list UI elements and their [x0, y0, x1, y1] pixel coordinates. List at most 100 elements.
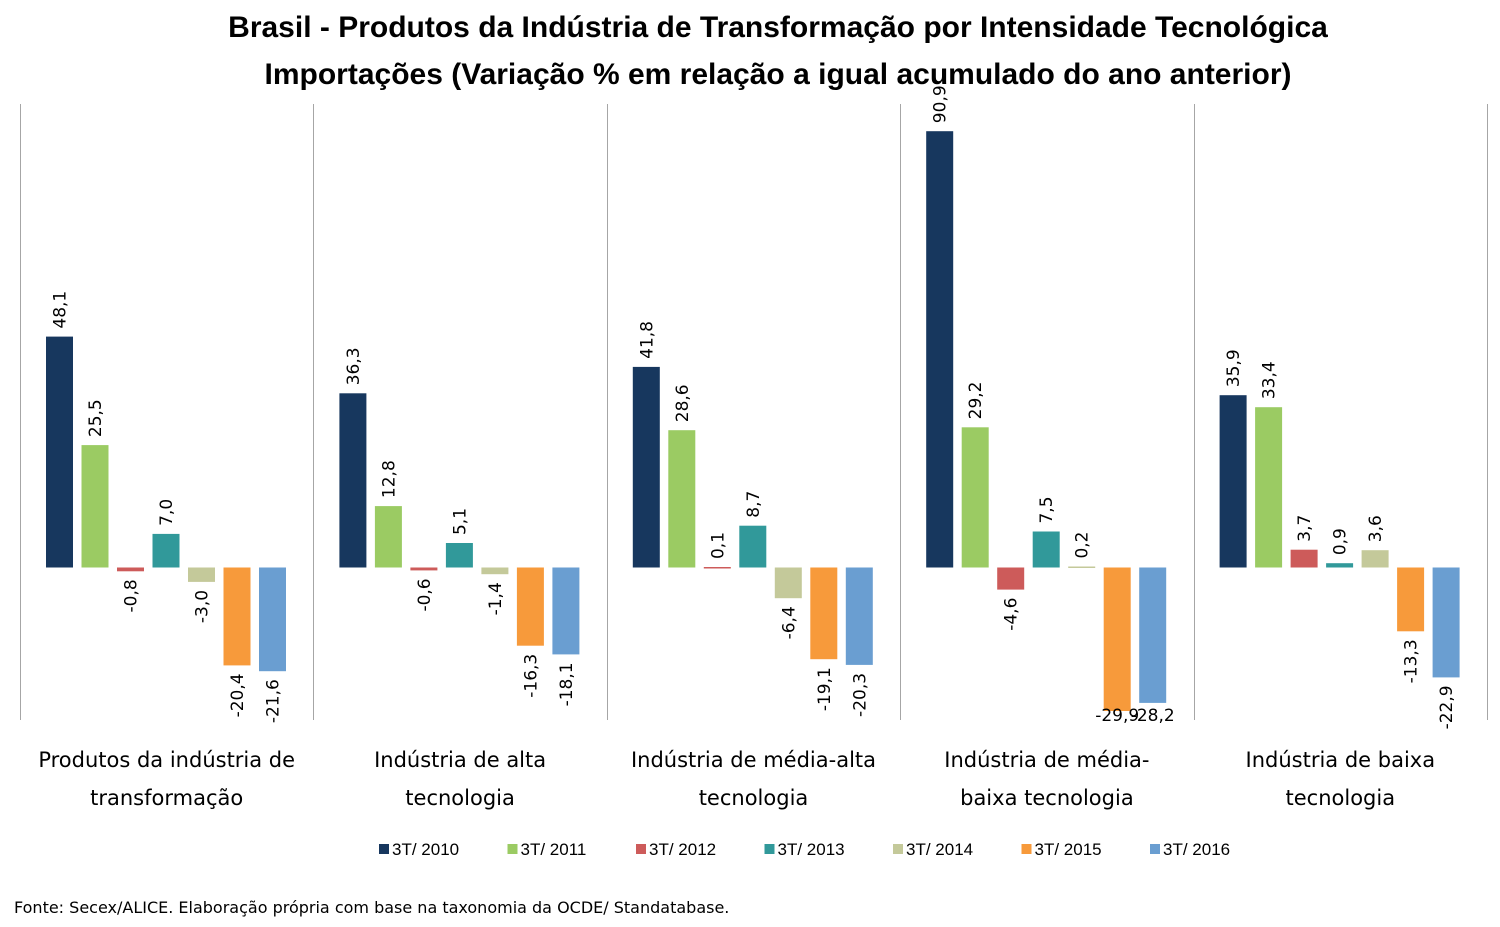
bar [445, 543, 473, 568]
value-label: -4,6 [1002, 598, 1022, 631]
legend-swatch [1150, 844, 1160, 854]
bar [410, 567, 438, 571]
value-labels-layer: 48,1 25,5 -0,8 7,0 -3,0 -20,4 -21,6 36,3 12,8 -0,… [51, 85, 1458, 729]
bar [259, 567, 286, 672]
bar [46, 336, 73, 568]
bar [339, 393, 367, 568]
category-label: Indústria de média- [944, 748, 1149, 772]
value-label: -19,1 [815, 667, 835, 711]
legend-swatch [893, 844, 903, 854]
category-label: tecnologia [1286, 786, 1396, 810]
category-labels-layer: Produtos da indústria de transformação Ind… [38, 748, 1435, 810]
value-label: -1,4 [486, 582, 506, 615]
legend-label: 3T/ 2016 [1163, 840, 1230, 859]
legend: 3T/ 2010 3T/ 2011 3T/ 2012 3T/ 2013 3T/ 2014… [379, 840, 1230, 859]
bar [1290, 549, 1318, 568]
value-label: 3,7 [1295, 515, 1315, 542]
legend-label: 3T/ 2013 [778, 840, 845, 859]
value-label: -29,9 [1095, 706, 1139, 726]
legend-item: 3T/ 2010 [379, 840, 459, 859]
value-label: -16,3 [521, 654, 541, 698]
chart-title-line1: Brasil - Produtos da Indústria de Transf… [228, 11, 1328, 44]
value-label: -18,1 [557, 662, 577, 706]
bar [152, 533, 180, 568]
bar [1255, 407, 1283, 568]
legend-swatch [1021, 844, 1032, 854]
value-label: -13,3 [1402, 639, 1422, 683]
value-label: -0,8 [122, 579, 142, 612]
value-label: -28,2 [1131, 706, 1175, 726]
value-label: 0,1 [708, 532, 728, 559]
legend-swatch [636, 844, 646, 854]
legend-item: 3T/ 2011 [507, 840, 587, 859]
bar [1219, 395, 1247, 568]
value-label: 12,8 [379, 460, 399, 498]
category-label: Indústria de baixa [1246, 748, 1436, 772]
value-label: 35,9 [1224, 349, 1244, 387]
value-label: -0,6 [415, 578, 435, 611]
chart-title-line2: Importações (Variação % em relação a igu… [265, 58, 1292, 91]
value-label: -6,4 [779, 606, 799, 639]
bars-layer [46, 131, 1460, 711]
category-label: Indústria de alta [374, 748, 546, 772]
bar [552, 567, 580, 655]
bar [481, 567, 509, 575]
legend-swatch [764, 844, 775, 854]
legend-item: 3T/ 2014 [893, 840, 973, 859]
value-label: 25,5 [86, 399, 106, 437]
bar [845, 567, 873, 665]
bar [1361, 550, 1389, 568]
value-label: 0,2 [1073, 531, 1093, 558]
source-note: Fonte: Secex/ALICE. Elaboração própria c… [14, 898, 729, 917]
group-dividers [20, 104, 1488, 720]
category-label: Indústria de média-alta [631, 748, 876, 772]
bar [632, 366, 660, 568]
legend-item: 3T/ 2016 [1150, 840, 1230, 859]
bar [668, 430, 696, 568]
bar [997, 567, 1025, 590]
value-label: -21,6 [264, 679, 284, 723]
category-label: tecnologia [699, 786, 809, 810]
value-label: 7,0 [157, 499, 177, 526]
bar [117, 567, 144, 572]
legend-label: 3T/ 2012 [649, 840, 716, 859]
category-label: transformação [90, 786, 243, 810]
bar [1068, 566, 1096, 568]
value-label: 8,7 [744, 491, 764, 518]
value-label: -22,9 [1437, 685, 1457, 729]
category-label: Produtos da indústria de [38, 748, 295, 772]
bar [374, 506, 402, 568]
bar [223, 567, 251, 666]
value-label: 36,3 [344, 347, 364, 385]
value-label: 28,6 [673, 384, 693, 422]
bar [516, 567, 544, 646]
value-label: -20,4 [228, 673, 248, 717]
value-label: 0,9 [1331, 528, 1351, 555]
bar [1103, 567, 1131, 711]
bar [774, 567, 802, 599]
value-label: 29,2 [966, 381, 986, 419]
bar [81, 445, 109, 568]
bar [810, 567, 838, 660]
bar [703, 567, 731, 569]
value-label: 90,9 [931, 85, 951, 123]
value-label: -3,0 [193, 590, 213, 623]
legend-label: 3T/ 2010 [392, 840, 459, 859]
value-label: 48,1 [51, 291, 71, 329]
bar [1397, 567, 1425, 632]
bar [961, 427, 989, 568]
legend-item: 3T/ 2012 [636, 840, 716, 859]
value-label: 5,1 [450, 508, 470, 535]
value-label: -20,3 [850, 673, 870, 717]
bar [739, 525, 767, 568]
legend-swatch [379, 844, 389, 854]
bar [1432, 567, 1460, 678]
legend-label: 3T/ 2011 [521, 840, 587, 859]
legend-label: 3T/ 2015 [1035, 840, 1102, 859]
category-label: tecnologia [405, 786, 515, 810]
legend-label: 3T/ 2014 [906, 840, 973, 859]
bar [1326, 563, 1354, 568]
legend-item: 3T/ 2015 [1021, 840, 1102, 859]
value-label: 33,4 [1260, 361, 1280, 399]
